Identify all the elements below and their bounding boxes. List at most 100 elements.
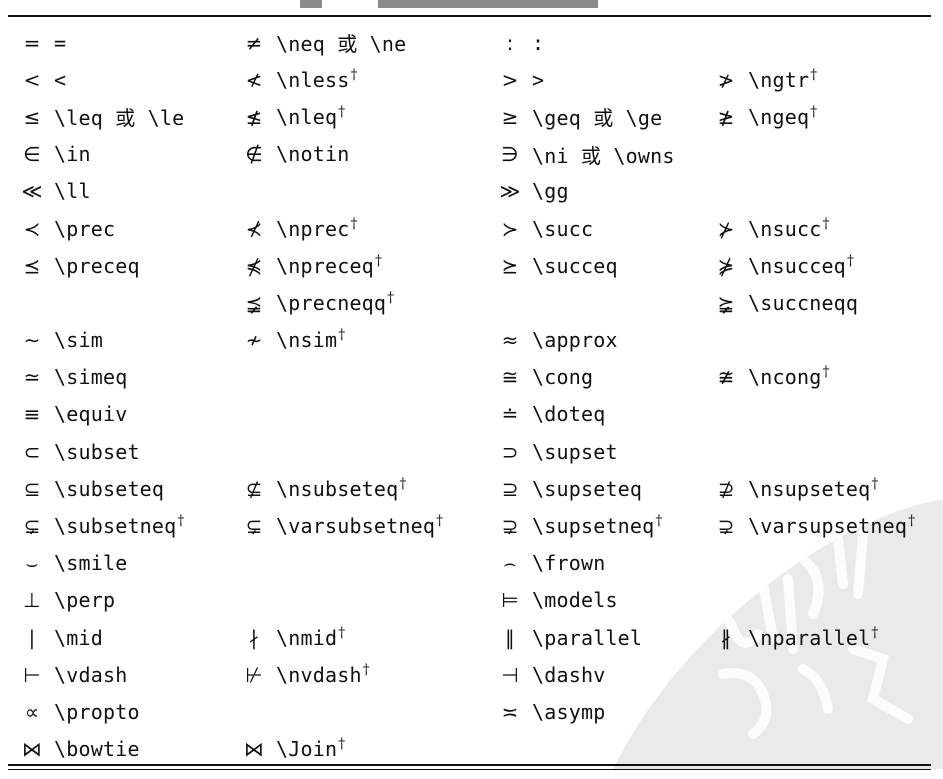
latex-command — [276, 433, 488, 470]
latex-command — [748, 24, 933, 61]
symbol-glyph: ⊨ — [501, 588, 519, 613]
table-row: ∝ \propto ≍ \asymp — [10, 693, 933, 730]
table-row: ≪ \ll ≫ \gg — [10, 173, 933, 210]
symbol-glyph: ≅ — [501, 365, 519, 390]
latex-command: \ngeq† — [748, 103, 818, 129]
latex-command: \subseteq — [54, 476, 165, 501]
latex-command — [276, 545, 488, 582]
table-row: ≺ \prec ⊀ \nprec† ≻ \succ ⊁ \nsucc† — [10, 210, 933, 247]
latex-command: \mid — [54, 625, 103, 650]
symbol-glyph: ⊬ — [245, 662, 263, 687]
symbol-glyph — [704, 731, 748, 768]
symbol-glyph: ⊀ — [245, 216, 263, 241]
latex-command: \succeq — [532, 253, 618, 278]
symbol-glyph: ⊂ — [23, 439, 41, 464]
symbol-glyph: ≁ — [245, 328, 263, 353]
symbol-glyph: ⊢ — [23, 662, 41, 687]
latex-command — [748, 693, 933, 730]
symbol-glyph: ≡ — [23, 402, 41, 427]
latex-command: \simeq — [54, 365, 128, 390]
table-row: ≃ \simeq ≅ \cong ≇ \ncong† — [10, 359, 933, 396]
symbol-glyph: ⪰ — [501, 253, 519, 278]
table-row: ⊥ \perp ⊨ \models — [10, 582, 933, 619]
symbol-glyph: ∋ — [501, 142, 519, 167]
symbol-glyph: ≰ — [245, 104, 263, 129]
symbol-glyph — [704, 24, 748, 61]
symbol-glyph: = — [23, 30, 41, 55]
symbol-glyph — [704, 433, 748, 470]
symbol-glyph: ≇ — [717, 365, 735, 390]
latex-command: \nsucceq† — [748, 252, 855, 278]
symbol-glyph — [232, 359, 276, 396]
latex-command — [532, 284, 704, 321]
latex-command: \gg — [532, 179, 569, 204]
latex-command: \equiv — [54, 402, 128, 427]
symbol-glyph: ≯ — [717, 67, 735, 92]
latex-command: \npreceq† — [276, 252, 383, 278]
latex-command: \perp — [54, 588, 116, 613]
latex-command: = — [54, 30, 67, 55]
symbol-glyph: ≐ — [501, 402, 519, 427]
symbol-glyph: ⋈ — [22, 737, 42, 762]
latex-command: \in — [54, 142, 91, 167]
symbol-glyph — [232, 545, 276, 582]
symbol-glyph: ≫ — [499, 179, 521, 204]
latex-command: \supset — [532, 439, 618, 464]
latex-command — [748, 396, 933, 433]
latex-command — [748, 545, 933, 582]
table-row: ∼ \sim ≁ \nsim† ≈ \approx — [10, 322, 933, 359]
latex-command: \neq 或 \ne — [276, 32, 407, 57]
table-row: ⊆ \subseteq ⊈ \nsubseteq† ⊇ \supseteq ⊉ \nsupse… — [10, 470, 933, 507]
latex-command: \nleq† — [276, 103, 346, 129]
latex-command: \vdash — [54, 662, 128, 687]
latex-command: \prec — [54, 216, 116, 241]
symbol-glyph — [704, 396, 748, 433]
symbol-glyph — [488, 731, 532, 768]
symbol-glyph: ⊇ — [501, 476, 519, 501]
table-bottom-rule-thin — [8, 769, 931, 770]
symbol-glyph: ∥ — [505, 625, 515, 650]
latex-command: : — [532, 30, 545, 55]
latex-command: \doteq — [532, 402, 606, 427]
symbol-glyph: > — [501, 67, 519, 92]
symbol-glyph: ⌣ — [25, 551, 39, 576]
table-row: ⊢ \vdash ⊬ \nvdash† ⊣ \dashv — [10, 656, 933, 693]
latex-command: \succ — [532, 216, 594, 241]
latex-command — [748, 136, 933, 173]
symbol-glyph: ≪ — [21, 179, 43, 204]
symbol-glyph: ⊣ — [501, 662, 519, 687]
latex-command: \smile — [54, 551, 128, 576]
symbol-glyph: ⊋ — [717, 514, 735, 539]
latex-command: \bowtie — [54, 737, 140, 762]
symbol-glyph: ≠ — [245, 30, 263, 55]
symbol-glyph — [232, 582, 276, 619]
table-row: ⌣ \smile ⌢ \frown — [10, 545, 933, 582]
symbol-glyph — [232, 693, 276, 730]
latex-command: \sim — [54, 328, 103, 353]
latex-command — [532, 731, 704, 768]
symbol-glyph: ∼ — [23, 328, 41, 353]
symbol-glyph: ∈ — [23, 142, 41, 167]
latex-command: < — [54, 67, 67, 92]
table-row: ≡ \equiv ≐ \doteq — [10, 396, 933, 433]
latex-command — [276, 582, 488, 619]
latex-command — [54, 284, 232, 321]
symbol-glyph: ⪶ — [717, 290, 735, 315]
symbol-glyph: ≍ — [501, 699, 519, 724]
latex-command: \subsetneq† — [54, 513, 185, 539]
table-row: = = ≠ \neq 或 \ne:: — [10, 24, 933, 61]
latex-command: \varsubsetneq† — [276, 513, 444, 539]
table-row: ⊂ \subset ⊃ \supset — [10, 433, 933, 470]
latex-command — [276, 359, 488, 396]
table-row: ⪵ \precneqq† ⪶ \succneqq — [10, 284, 933, 321]
symbol-glyph: ≈ — [501, 328, 519, 353]
latex-command — [748, 433, 933, 470]
symbol-glyph — [232, 433, 276, 470]
table-top-rule — [8, 15, 931, 17]
symbol-glyph: ⌢ — [503, 551, 517, 576]
latex-command: \subset — [54, 439, 140, 464]
latex-command: \preceq — [54, 253, 140, 278]
latex-command: \ni 或 \owns — [532, 143, 675, 168]
latex-command: \nsucc† — [748, 215, 830, 241]
symbol-glyph — [488, 284, 532, 321]
